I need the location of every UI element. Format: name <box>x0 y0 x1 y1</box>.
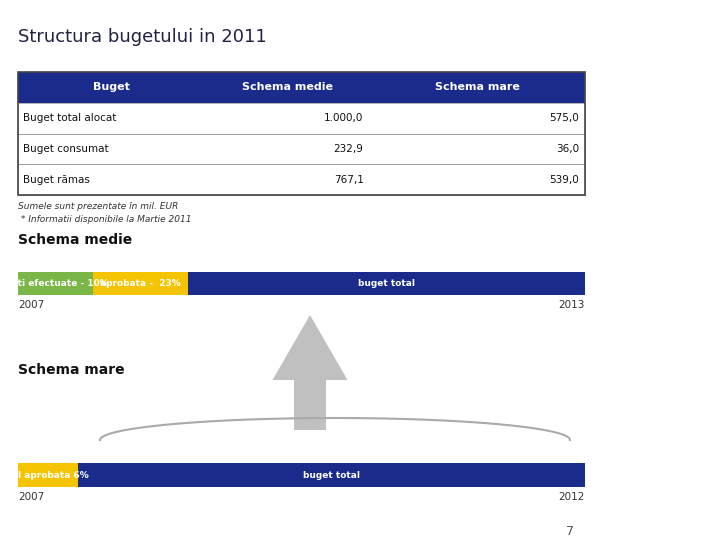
Bar <box>18 164 585 195</box>
Bar <box>294 380 326 430</box>
Text: 767,1: 767,1 <box>333 174 364 185</box>
Text: Buget consumat: Buget consumat <box>23 144 109 154</box>
Text: Buget total alocat: Buget total alocat <box>23 113 116 123</box>
Text: 2012: 2012 <box>559 492 585 502</box>
Text: plati efectuate - 10%: plati efectuate - 10% <box>2 279 109 288</box>
Text: Noerr: Noerr <box>626 487 693 507</box>
Text: 2013: 2013 <box>559 300 585 310</box>
Text: aprobata -  23%: aprobata - 23% <box>100 279 181 288</box>
Text: Buget: Buget <box>93 83 130 92</box>
Text: Schema medie: Schema medie <box>242 83 333 92</box>
Text: Schema mare: Schema mare <box>18 363 125 377</box>
Bar <box>18 463 78 487</box>
Bar <box>188 272 585 295</box>
Bar <box>93 272 188 295</box>
Text: Schema medie: Schema medie <box>18 233 132 247</box>
Text: Buget rămas: Buget rămas <box>23 174 90 185</box>
Bar <box>18 272 93 295</box>
Text: 2007: 2007 <box>18 300 44 310</box>
Bar <box>18 133 585 164</box>
Text: Structura bugetului in 2011: Structura bugetului in 2011 <box>18 28 266 46</box>
Text: val aprobata 6%: val aprobata 6% <box>6 470 89 480</box>
Bar <box>18 103 585 133</box>
Text: 2007: 2007 <box>18 492 44 502</box>
Bar <box>18 72 585 195</box>
Text: 539,0: 539,0 <box>549 174 579 185</box>
Text: Schema mare: Schema mare <box>435 83 520 92</box>
Bar <box>18 72 585 103</box>
Text: * Informatii disponibile la Martie 2011: * Informatii disponibile la Martie 2011 <box>18 215 192 224</box>
Polygon shape <box>272 315 348 380</box>
Text: 7: 7 <box>566 525 574 538</box>
Text: buget total: buget total <box>358 279 415 288</box>
Text: 1.000,0: 1.000,0 <box>324 113 364 123</box>
Text: 575,0: 575,0 <box>549 113 579 123</box>
Text: buget total: buget total <box>303 470 360 480</box>
Bar <box>78 463 585 487</box>
Text: Sumele sunt prezentate în mil. EUR: Sumele sunt prezentate în mil. EUR <box>18 202 179 211</box>
Text: 232,9: 232,9 <box>333 144 364 154</box>
Text: 36,0: 36,0 <box>556 144 579 154</box>
